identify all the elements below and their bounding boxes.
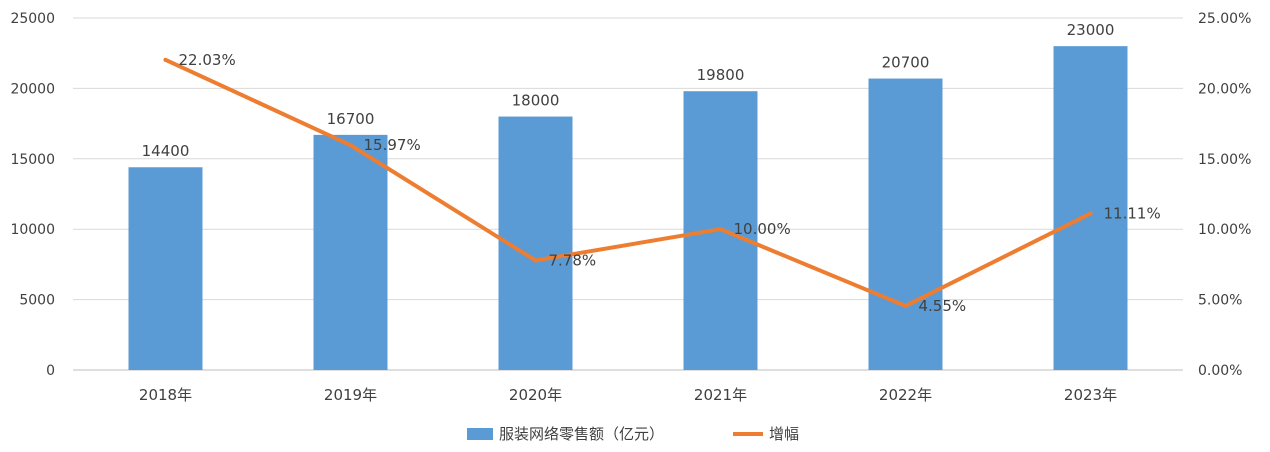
y-right-tick-label: 15.00% [1198, 152, 1251, 168]
bar [868, 78, 943, 370]
x-category-label: 2020年 [509, 386, 562, 404]
growth-line [163, 57, 1093, 308]
gridlines [73, 17, 1183, 371]
legend-swatch-bar [467, 428, 493, 440]
bar-series [128, 46, 1128, 370]
y-left-tick-label: 5000 [19, 293, 55, 309]
x-category-label: 2019年 [324, 386, 377, 404]
line-value-label: 11.11% [1104, 205, 1161, 223]
data-labels: 14400 16700 18000 19800 20700 23000 22.03% 15.9… [142, 21, 1161, 315]
axes: 0 0.00% 5000 5.00% 10000 10.00% 15000 15.00% 200… [10, 11, 1251, 404]
bar-value-label: 19800 [697, 66, 745, 84]
x-category-label: 2022年 [879, 386, 932, 404]
y-left-tick-label: 15000 [10, 152, 55, 168]
bar [1053, 46, 1128, 370]
y-left-tick-label: 0 [46, 363, 55, 379]
line-point [718, 227, 723, 232]
bar [128, 167, 203, 370]
y-right-tick-label: 25.00% [1198, 11, 1251, 27]
bar-value-label: 20700 [882, 54, 930, 72]
y-right-tick-label: 0.00% [1198, 363, 1242, 379]
bar-value-label: 14400 [142, 142, 190, 160]
line-point [903, 303, 908, 308]
line-value-label: 10.00% [734, 220, 791, 238]
legend: 服装网络零售额（亿元） 增幅 [467, 425, 799, 443]
line-value-label: 7.78% [549, 251, 597, 269]
x-category-label: 2021年 [694, 386, 747, 404]
y-right-tick-label: 5.00% [1198, 293, 1242, 309]
x-category-label: 2018年 [139, 386, 192, 404]
line-value-label: 4.55% [919, 297, 967, 315]
line-value-label: 22.03% [179, 51, 236, 69]
line-point [348, 143, 353, 148]
line-point [533, 258, 538, 263]
line-series [163, 57, 1093, 308]
bar [313, 134, 388, 370]
y-right-tick-label: 10.00% [1198, 222, 1251, 238]
y-left-tick-label: 10000 [10, 222, 55, 238]
x-category-label: 2023年 [1064, 386, 1117, 404]
y-left-tick-label: 20000 [10, 81, 55, 97]
y-left-tick-label: 25000 [10, 11, 55, 27]
legend-label-bar: 服装网络零售额（亿元） [499, 425, 664, 443]
line-value-label: 15.97% [364, 136, 421, 154]
bar-value-label: 18000 [512, 92, 560, 110]
bar-value-label: 16700 [327, 110, 375, 128]
y-right-tick-label: 20.00% [1198, 81, 1251, 97]
line-point [163, 57, 168, 62]
line-point [1088, 211, 1093, 216]
legend-label-line: 增幅 [769, 425, 799, 443]
bar-value-label: 23000 [1067, 21, 1115, 39]
